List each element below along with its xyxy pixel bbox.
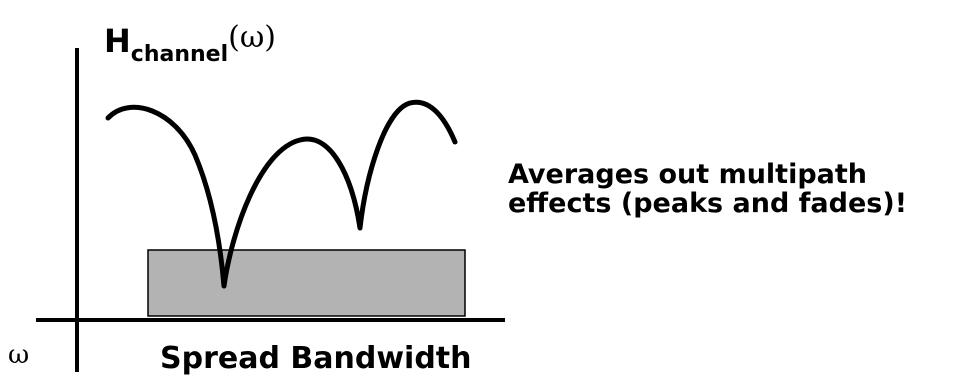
spread-bandwidth-band (147, 249, 466, 317)
channel-response-curve (105, 99, 458, 289)
diagram-title: Hchannel(ω) (104, 20, 276, 67)
title-argument: (ω) (228, 20, 276, 55)
title-main: H (104, 22, 131, 60)
annotation-line2: effects (peaks and fades)! (508, 188, 907, 219)
band-label: Spread Bandwidth (160, 341, 472, 376)
title-subscript: channel (131, 42, 228, 67)
annotation-line1: Averages out multipath (508, 159, 867, 190)
axis-symbol: ω (8, 340, 29, 370)
